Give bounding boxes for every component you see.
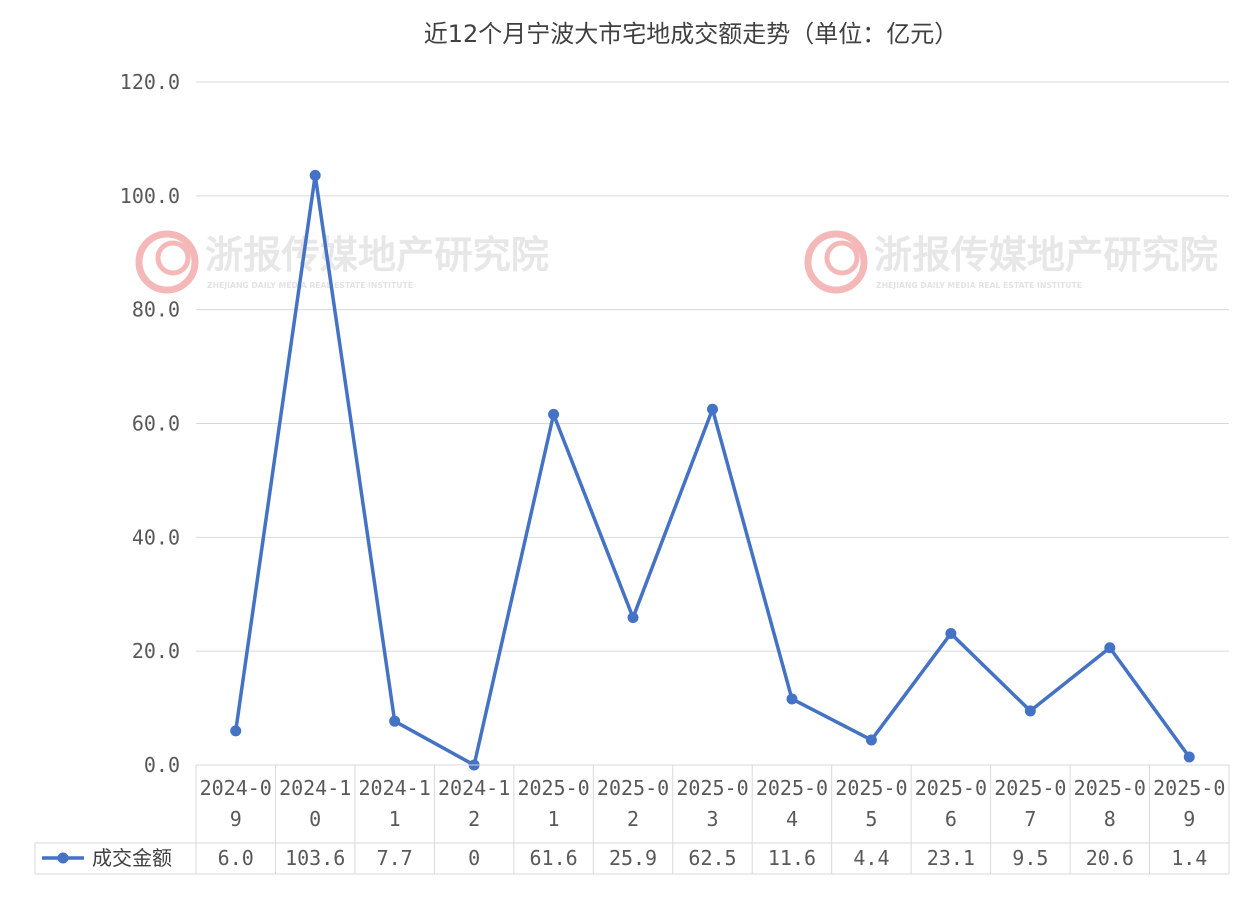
x-category-label: 2025-0 4 xyxy=(756,776,828,831)
x-category-label: 2025-0 2 xyxy=(597,776,669,831)
x-category-label: 2025-0 9 xyxy=(1153,776,1225,831)
data-point xyxy=(945,628,957,640)
y-tick-label: 20.0 xyxy=(132,639,180,663)
watermark-logo-ring-icon xyxy=(135,230,199,294)
y-tick-label: 40.0 xyxy=(132,525,180,549)
data-point xyxy=(1104,642,1116,654)
data-point xyxy=(548,408,560,420)
data-point xyxy=(865,734,877,746)
watermark-logo-ring-icon xyxy=(804,230,868,294)
y-tick-label: 60.0 xyxy=(132,412,180,436)
data-point xyxy=(707,403,718,415)
data-table-value: 61.6 xyxy=(529,846,577,870)
data-table-value: 4.4 xyxy=(853,846,889,870)
series-layer xyxy=(230,169,1195,771)
data-table-value: 103.6 xyxy=(285,846,345,870)
y-tick-label: 80.0 xyxy=(132,298,180,322)
data-point xyxy=(1183,751,1195,763)
x-category-label: 2025-0 5 xyxy=(835,776,907,831)
data-point xyxy=(1024,705,1036,717)
data-table-value: 62.5 xyxy=(688,846,736,870)
x-category-label: 2025-0 6 xyxy=(915,776,987,831)
data-table-value: 20.6 xyxy=(1086,846,1134,870)
watermark-logo: 浙报传媒地产研究院 ZHEJIANG DAILY MEDIA REAL ESTAT… xyxy=(804,230,1218,294)
data-table-value: 0 xyxy=(468,846,480,870)
data-point xyxy=(230,725,242,737)
x-category-label: 2024-1 0 xyxy=(279,776,351,831)
y-tick-label: 0.0 xyxy=(144,753,180,777)
data-point xyxy=(627,612,639,624)
data-table-value: 9.5 xyxy=(1012,846,1048,870)
chart-title: 近12个月宁波大市宅地成交额走势（单位：亿元） xyxy=(424,20,959,48)
legend-point-marker-icon xyxy=(57,852,69,864)
legend-item: 成交金额 xyxy=(42,846,172,870)
y-axis-tick-labels: 0.0 20.0 40.0 60.0 80.0 100.0 120.0 xyxy=(120,70,180,777)
data-point xyxy=(786,693,798,705)
watermark-subtitle: ZHEJIANG DAILY MEDIA REAL ESTATE INSTITU… xyxy=(876,281,1082,290)
data-table-value: 7.7 xyxy=(377,846,413,870)
x-category-label: 2024-0 9 xyxy=(200,776,272,831)
data-point xyxy=(309,169,321,181)
watermark-subtitle: ZHEJIANG DAILY MEDIA REAL ESTATE INSTITU… xyxy=(207,281,413,290)
y-tick-label: 100.0 xyxy=(120,184,180,208)
watermark-logo: 浙报传媒地产研究院 ZHEJIANG DAILY MEDIA REAL ESTAT… xyxy=(135,230,549,294)
data-table-value: 23.1 xyxy=(927,846,975,870)
x-category-label: 2024-1 2 xyxy=(438,776,510,831)
x-category-label: 2025-0 8 xyxy=(1074,776,1146,831)
watermark-layer: 浙报传媒地产研究院 ZHEJIANG DAILY MEDIA REAL ESTAT… xyxy=(135,230,1218,294)
x-category-label: 2025-0 3 xyxy=(676,776,748,831)
y-tick-label: 120.0 xyxy=(120,70,180,94)
watermark-logo-swirl-icon xyxy=(824,240,860,276)
x-category-label: 2024-1 1 xyxy=(359,776,431,831)
data-table-value: 25.9 xyxy=(609,846,657,870)
data-point xyxy=(389,715,401,727)
data-table-value: 1.4 xyxy=(1171,846,1207,870)
watermark-text: 浙报传媒地产研究院 xyxy=(874,233,1218,277)
x-category-label: 2025-0 1 xyxy=(517,776,589,831)
x-category-label: 2025-0 7 xyxy=(994,776,1066,831)
data-table-value: 6.0 xyxy=(218,846,254,870)
watermark-logo-swirl-icon xyxy=(155,240,191,276)
data-table-value: 11.6 xyxy=(768,846,816,870)
watermark-text: 浙报传媒地产研究院 xyxy=(205,233,549,277)
legend-label: 成交金额 xyxy=(92,846,172,870)
